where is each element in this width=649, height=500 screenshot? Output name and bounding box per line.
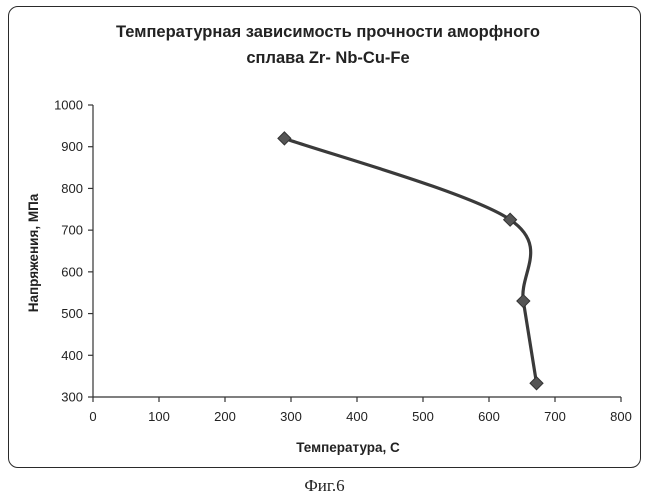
x-tick-label: 300	[280, 409, 302, 424]
data-point-marker	[502, 212, 518, 227]
data-point-marker	[516, 293, 531, 309]
y-tick-label: 300	[61, 390, 83, 405]
axes	[92, 105, 621, 398]
chart-title-line-2: сплава Zr- Nb-Cu-Fe	[246, 49, 409, 67]
x-axis-title: Температура, С	[296, 440, 400, 455]
figure-caption: Фиг.6	[304, 476, 345, 495]
chart-title-line-1: Температурная зависимость прочности амор…	[116, 23, 540, 41]
y-tick-label: 900	[61, 139, 83, 154]
y-tick-label: 500	[61, 306, 83, 321]
y-tick-label: 700	[61, 223, 83, 238]
chart: Температурная зависимость прочности амор…	[26, 23, 632, 455]
x-tick-label: 600	[478, 409, 500, 424]
chart-frame	[8, 6, 641, 468]
data-point-marker	[277, 131, 292, 146]
series-line	[282, 136, 539, 385]
x-tick-label: 700	[544, 409, 566, 424]
x-tick-label: 100	[148, 409, 170, 424]
series-markers	[277, 131, 544, 391]
y-axis-title: Напряжения, МПа	[26, 193, 41, 312]
x-axis-ticks: 0 100 200 300 400 500 600 700 800	[89, 397, 632, 424]
x-tick-label: 500	[412, 409, 434, 424]
x-tick-label: 400	[346, 409, 368, 424]
x-tick-label: 0	[89, 409, 96, 424]
y-axis-ticks: 300 400 500 600 700 800 900 1000	[54, 98, 93, 405]
data-point-marker	[529, 376, 544, 391]
x-tick-label: 800	[610, 409, 632, 424]
y-tick-label: 800	[61, 181, 83, 196]
y-tick-label: 1000	[54, 98, 83, 113]
x-tick-label: 200	[214, 409, 236, 424]
y-tick-label: 400	[61, 348, 83, 363]
y-tick-label: 600	[61, 264, 83, 279]
